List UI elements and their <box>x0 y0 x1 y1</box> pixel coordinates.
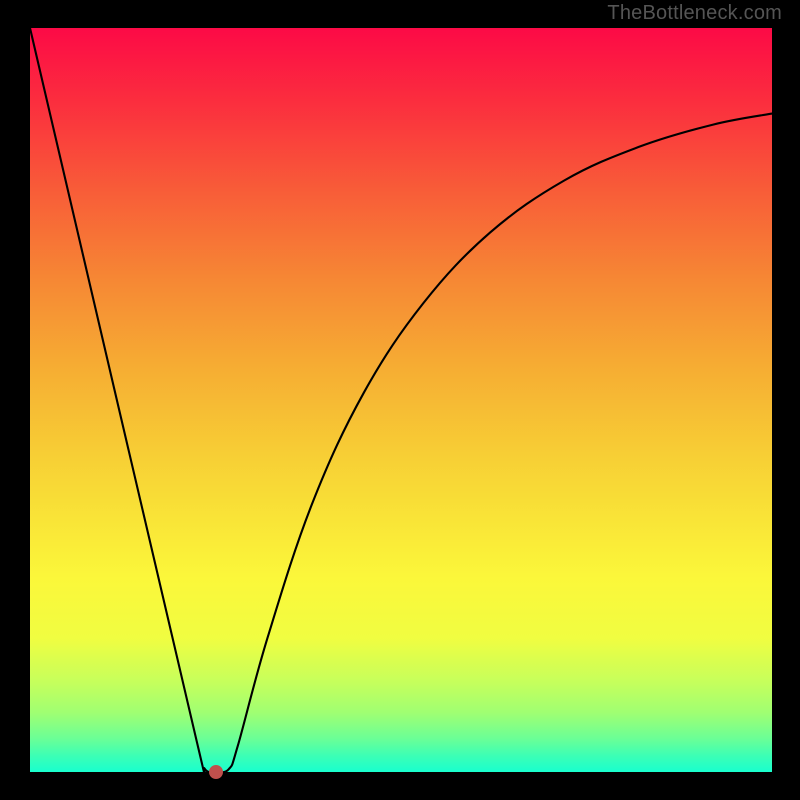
curve-svg <box>30 28 772 772</box>
optimum-marker <box>209 765 223 779</box>
watermark-text: TheBottleneck.com <box>607 2 782 25</box>
plot-area <box>30 28 772 772</box>
bottleneck-curve <box>30 28 772 800</box>
